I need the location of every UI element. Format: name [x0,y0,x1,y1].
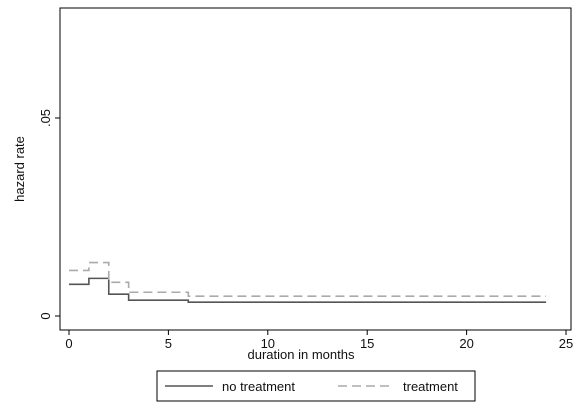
x-tick-label: 20 [459,336,473,351]
x-tick-label: 5 [165,336,172,351]
y-tick-label: .05 [38,109,53,127]
plot-frame [59,7,572,331]
axes-layer: 0 5 10 15 20 25 0 .05 [38,109,573,351]
series-line-treatment [69,261,547,297]
y-axis-title: hazard rate [12,136,27,202]
x-tick-label: 10 [261,336,275,351]
series-line-no-treatment [69,277,547,303]
legend: no treatment treatment [156,370,476,402]
x-axis-title: duration in months [248,347,355,362]
x-tick-label: 15 [360,336,374,351]
series-layer [69,261,547,303]
y-tick-label: 0 [38,312,53,319]
legend-label: treatment [403,379,458,394]
x-tick-label: 0 [65,336,72,351]
legend-label: no treatment [222,379,295,394]
x-tick-label: 25 [559,336,573,351]
